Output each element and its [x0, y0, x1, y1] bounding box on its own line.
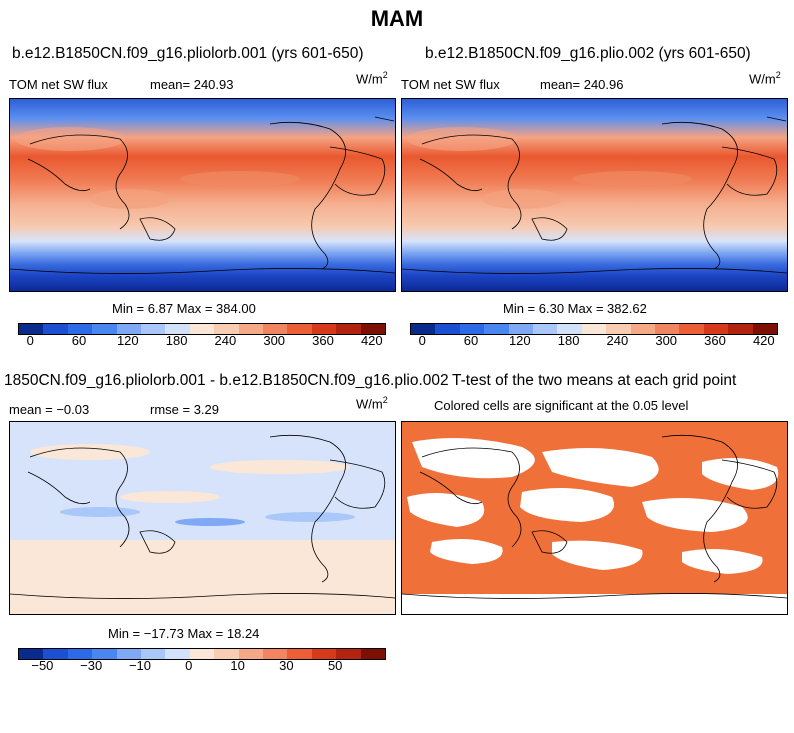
colorbar-right-tick-label: 420	[752, 333, 775, 348]
colorbar-right-swatch-10	[655, 324, 680, 334]
colorbar-difference-swatch-0	[19, 649, 44, 659]
colorbar-difference-tick-label: −50	[31, 658, 54, 673]
colorbar-right-tick-label: 120	[508, 333, 531, 348]
units-label-right: W/m2	[749, 70, 781, 87]
mean-label-right: mean= 240.96	[540, 77, 624, 92]
colorbar-right-tick-label: 360	[704, 333, 726, 348]
panel-title-difference: 1850CN.f09_g16.pliolorb.001 - b.e12.B185…	[4, 372, 449, 389]
colorbar-right-swatch-8	[606, 324, 631, 334]
colorbar-difference-swatch-4	[116, 649, 142, 659]
colorbar-left-tick-label: 0	[26, 333, 34, 348]
units-label-difference: W/m2	[356, 395, 388, 412]
colorbar-left-swatch-8	[214, 324, 239, 334]
colorbar-difference-swatch-6	[165, 649, 190, 659]
colorbar-difference-swatch-12	[311, 649, 337, 659]
colorbar-left-tick-label: 120	[116, 333, 139, 348]
colorbar-difference-tick-label: 50	[327, 658, 343, 673]
mean-label-left: mean= 240.93	[150, 77, 234, 92]
colorbar-difference-tick-label: 10	[230, 658, 245, 673]
colorbar-right-swatch-5	[533, 324, 558, 334]
colorbar-difference-swatch-10	[263, 649, 288, 659]
colorbar-difference-swatch-14	[360, 649, 386, 659]
colorbar-right-swatch-14	[752, 324, 778, 334]
colorbar-right-swatch-6	[557, 324, 582, 334]
map-ttest	[401, 421, 788, 615]
colorbar-difference	[18, 648, 386, 660]
colorbar-difference-tick-label: 30	[279, 658, 294, 673]
minmax-difference: Min = −17.73 Max = 18.24	[108, 626, 260, 641]
mean-label-difference: mean = −0.03	[9, 402, 90, 417]
colorbar-difference-swatch-9	[238, 649, 264, 659]
colorbar-left	[18, 323, 386, 335]
colorbar-right-swatch-3	[484, 324, 509, 334]
colorbar-right-swatch-1	[435, 324, 460, 334]
colorbar-left-swatch-1	[43, 324, 68, 334]
minmax-left: Min = 6.87 Max = 384.00	[112, 301, 256, 316]
minmax-right: Min = 6.30 Max = 382.62	[503, 301, 647, 316]
colorbar-left-tick-label: 240	[214, 333, 237, 348]
colorbar-ticks-right: 0 60 120 180 240 300 360 420	[410, 333, 776, 351]
colorbar-left-swatch-13	[336, 324, 361, 334]
map-plio	[401, 98, 788, 292]
colorbar-left-swatch-0	[19, 324, 44, 334]
colorbar-left-swatch-14	[360, 324, 386, 334]
colorbar-left-swatch-2	[67, 324, 93, 334]
colorbar-difference-swatch-3	[92, 649, 117, 659]
colorbar-left-tick-label: 360	[312, 333, 334, 348]
colorbar-right-swatch-2	[459, 324, 485, 334]
colorbar-left-swatch-12	[311, 324, 337, 334]
colorbar-left-swatch-9	[238, 324, 264, 334]
colorbar-difference-swatch-2	[67, 649, 93, 659]
colorbar-left-swatch-11	[287, 324, 312, 334]
colorbar-left-swatch-4	[116, 324, 142, 334]
colorbar-left-swatch-3	[92, 324, 117, 334]
colorbar-difference-swatch-7	[189, 649, 215, 659]
colorbar-left-swatch-7	[189, 324, 215, 334]
colorbar-left-swatch-5	[141, 324, 166, 334]
colorbar-left-swatch-6	[165, 324, 190, 334]
colorbar-right-swatch-0	[411, 324, 436, 334]
panel-title-pliolorb: b.e12.B1850CN.f09_g16.pliolorb.001 (yrs …	[12, 45, 364, 62]
colorbar-right-tick-label: 240	[606, 333, 629, 348]
colorbar-right-swatch-4	[508, 324, 534, 334]
colorbar-left-tick-label: 420	[360, 333, 383, 348]
colorbar-difference-swatch-5	[141, 649, 166, 659]
rmse-label: rmse = 3.29	[150, 402, 220, 417]
variable-label-right: TOM net SW flux	[401, 77, 500, 92]
colorbar-difference-tick-label: 0	[185, 658, 193, 673]
figure-title: MAM	[370, 6, 424, 31]
colorbar-right-tick-label: 180	[557, 333, 580, 348]
colorbar-left-swatch-10	[263, 324, 288, 334]
colorbar-difference-swatch-13	[336, 649, 361, 659]
colorbar-difference-tick-label: −10	[128, 658, 152, 673]
colorbar-right-swatch-12	[703, 324, 729, 334]
colorbar-right-swatch-9	[630, 324, 656, 334]
colorbar-right-tick-label: 60	[463, 333, 479, 348]
colorbar-right-swatch-11	[679, 324, 704, 334]
colorbar-right-swatch-13	[728, 324, 753, 334]
colorbar-right-tick-label: 0	[418, 333, 426, 348]
colorbar-left-tick-label: 60	[71, 333, 87, 348]
colorbar-difference-tick-label: −30	[80, 658, 103, 673]
colorbar-right-swatch-7	[581, 324, 607, 334]
colorbar-difference-swatch-11	[287, 649, 312, 659]
colorbar-left-tick-label: 300	[263, 333, 286, 348]
colorbar-ticks-difference: −50 −30 −10 0 10 30 50	[18, 658, 384, 676]
units-label-left: W/m2	[356, 70, 388, 87]
colorbar-right	[410, 323, 778, 335]
colorbar-right-tick-label: 300	[655, 333, 678, 348]
colorbar-ticks-left: 0 60 120 180 240 300 360 420	[18, 333, 384, 351]
map-difference	[9, 421, 396, 615]
colorbar-difference-swatch-1	[43, 649, 68, 659]
panel-title-ttest: T-test of the two means at each grid poi…	[452, 372, 737, 389]
ttest-subtitle: Colored cells are significant at the 0.0…	[434, 398, 689, 413]
variable-label-left: TOM net SW flux	[9, 77, 108, 92]
panel-title-plio: b.e12.B1850CN.f09_g16.plio.002 (yrs 601-…	[425, 45, 751, 62]
colorbar-left-tick-label: 180	[165, 333, 188, 348]
colorbar-difference-swatch-8	[214, 649, 239, 659]
map-pliolorb	[9, 98, 396, 292]
